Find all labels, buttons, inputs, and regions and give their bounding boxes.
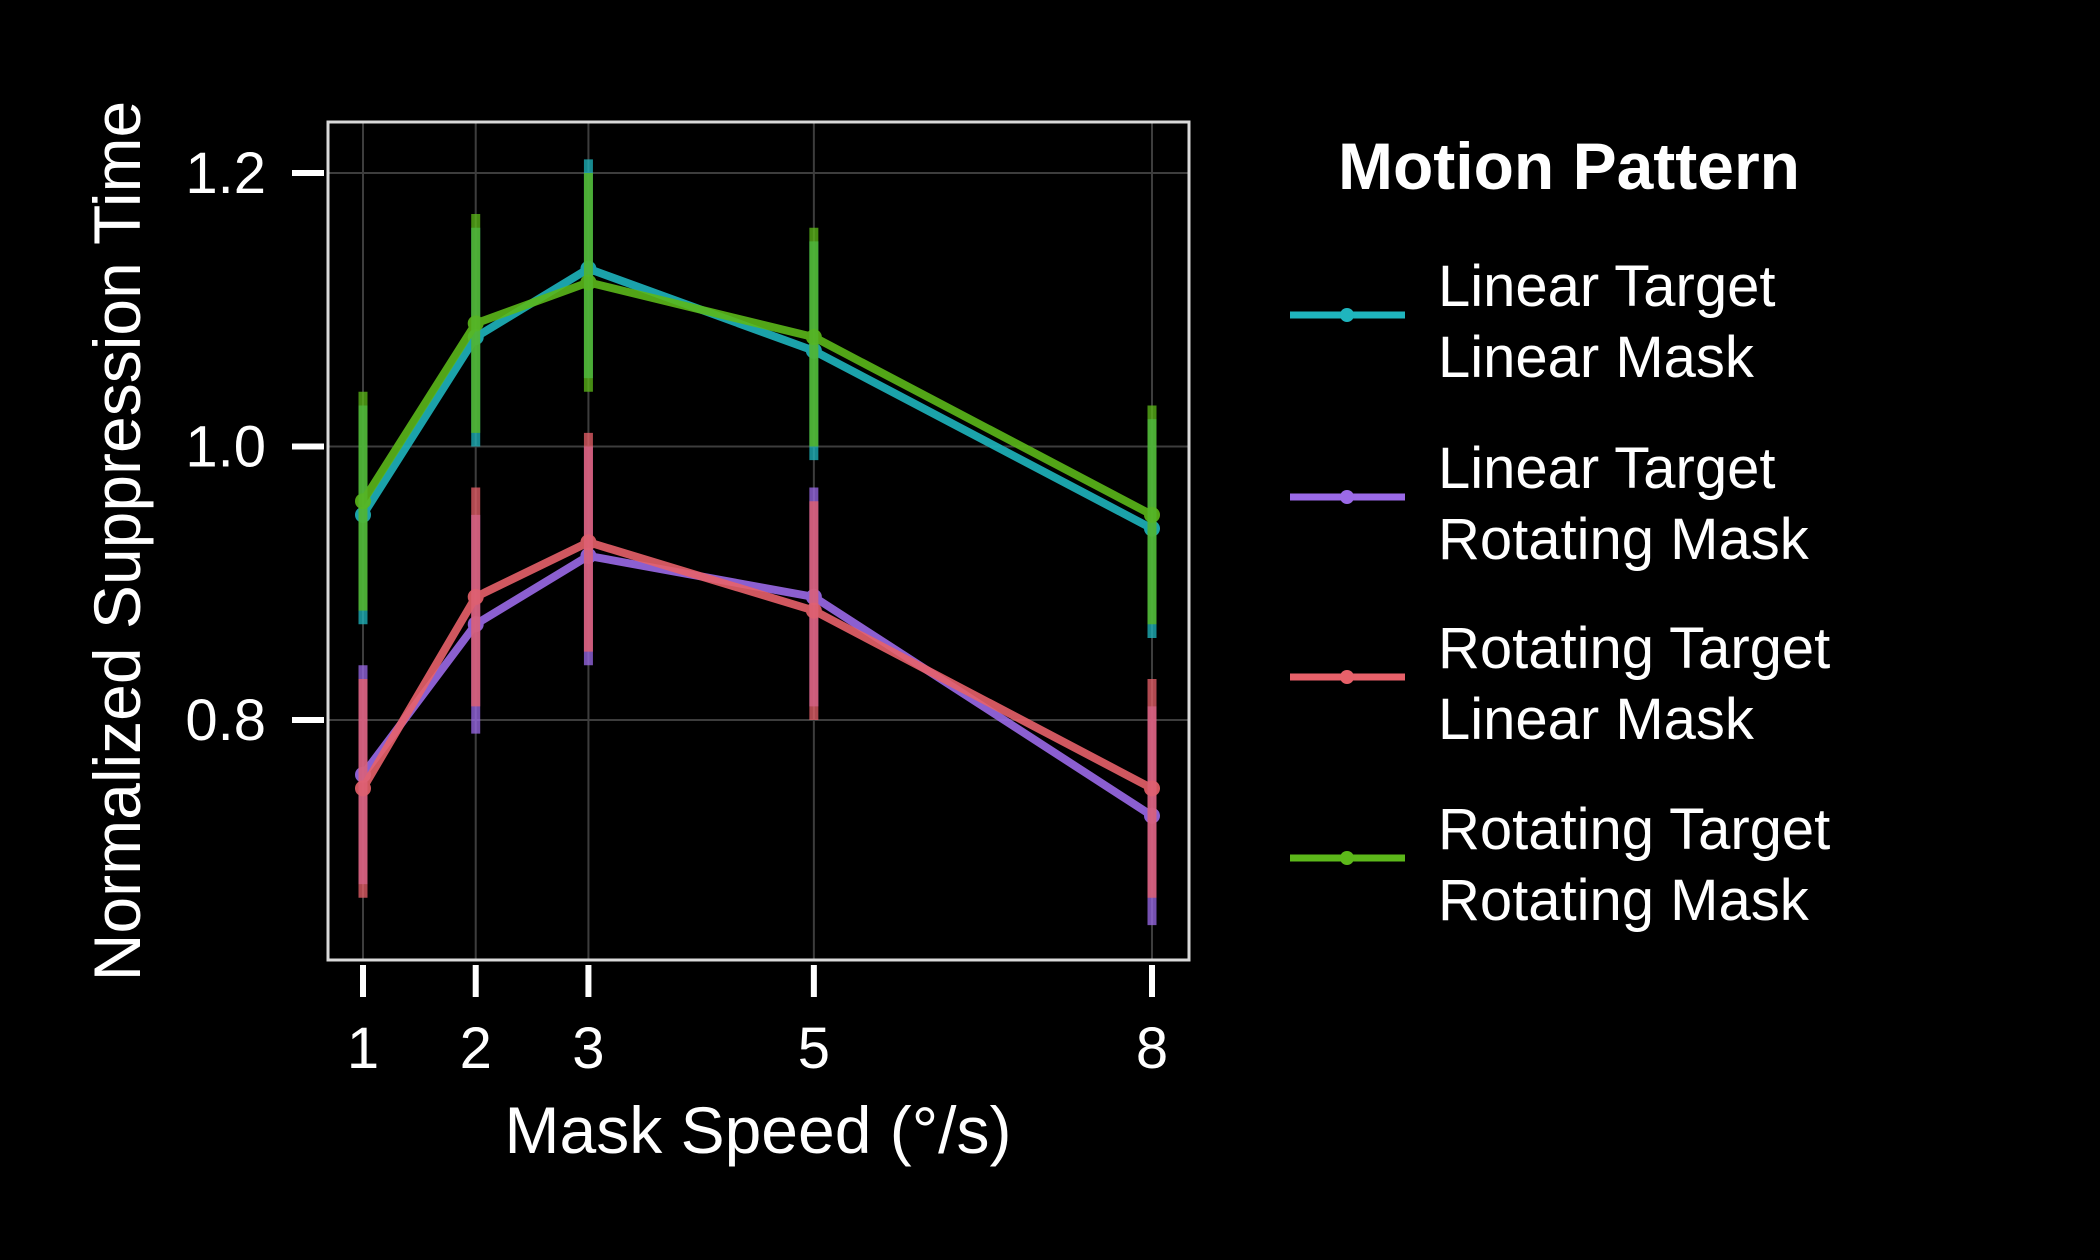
legend-label: Linear Mask [1438,687,1755,752]
y-tick-label: 0.8 [185,688,266,753]
legend-label: Rotating Mask [1438,507,1810,572]
data-point [580,274,597,291]
legend-key-point [1340,851,1354,865]
x-tick-label: 1 [347,1016,379,1081]
x-tick-label: 5 [798,1016,830,1081]
legend-label: Linear Target [1438,436,1776,501]
data-point [467,588,484,605]
y-tick-label: 1.0 [185,415,266,480]
legend-title: Motion Pattern [1338,129,1800,203]
data-point [467,315,484,332]
data-point [580,534,597,551]
legend-label: Linear Mask [1438,325,1755,390]
x-axis-title: Mask Speed (°/s) [505,1093,1012,1167]
series-3 [355,432,1160,898]
plot-series [355,159,1160,926]
data-point [1144,780,1160,797]
data-point [355,780,371,797]
legend-label: Rotating Target [1438,616,1830,681]
legend-label: Linear Target [1438,254,1776,319]
x-tick-label: 2 [460,1016,492,1081]
data-point [355,493,371,510]
y-tick-label: 1.2 [185,141,266,206]
legend-key-point [1340,308,1354,322]
data-point [1144,506,1160,523]
data-point [805,602,822,619]
series-4 [355,173,1160,625]
data-point [805,329,822,346]
x-tick-label: 8 [1136,1016,1168,1081]
panel-border [326,120,1191,962]
x-tick-label: 3 [572,1016,604,1081]
legend-label: Rotating Target [1438,797,1830,862]
legend-key-point [1340,490,1354,504]
legend-key-point [1340,670,1354,684]
legend-label: Rotating Mask [1438,868,1810,933]
axes: 0.8 1.0 1.2 1 2 3 5 8 [185,141,1168,1081]
y-axis-title: Normalized Suppression Time [80,101,154,981]
